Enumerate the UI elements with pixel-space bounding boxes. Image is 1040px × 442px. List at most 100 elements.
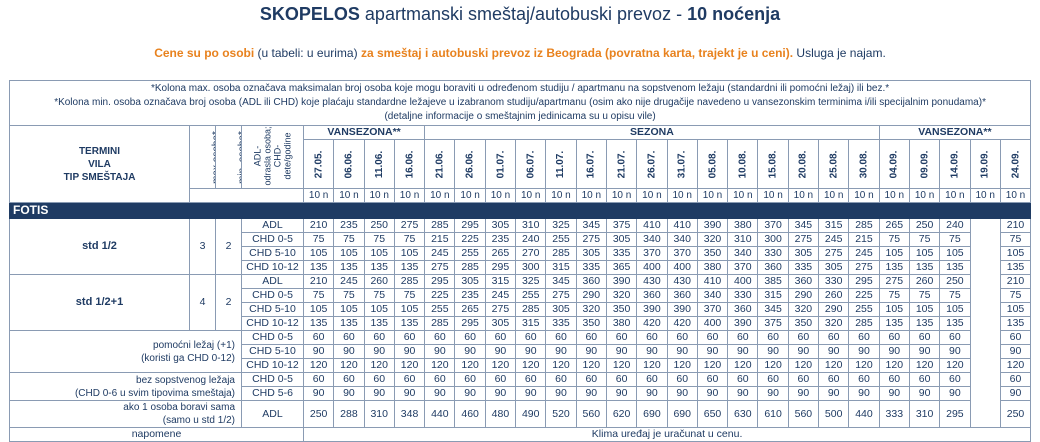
max-persons-header: max.osoba* [189, 125, 216, 189]
price-cell: 135 [393, 316, 426, 331]
price-cell: 105 [878, 246, 910, 261]
subtitle-part-4: Usluga je najam. [796, 46, 886, 60]
price-cell: 275 [787, 232, 820, 247]
price-cell: 320 [696, 232, 729, 247]
price-cell: 360 [636, 288, 668, 303]
date-header: 26.06. [454, 139, 486, 189]
extra-label: ako 1 osoba boravi sama (samo u std 1/2) [9, 400, 242, 428]
price-cell: 345 [545, 274, 577, 289]
price-cell: 210 [302, 274, 335, 289]
price-cell: 75 [363, 232, 395, 247]
price-cell: 210 [302, 218, 335, 233]
price-cell: 345 [787, 218, 820, 233]
price-cell: 60 [727, 372, 759, 387]
price-cell: 350 [605, 302, 638, 317]
price-cell: 400 [636, 260, 668, 275]
price-cell: 60 [333, 372, 365, 387]
price-cell: 305 [454, 274, 486, 289]
price-cell: 60 [393, 330, 426, 345]
price-cell: 90 [939, 386, 971, 401]
price-cell: 75 [333, 288, 365, 303]
price-cell: 265 [484, 246, 517, 261]
price-cell: 90 [484, 386, 517, 401]
extra-row: pomoćni ležaj (+1) (koristi ga CHD 0-12) C… [9, 330, 1032, 373]
price-cell: 255 [848, 302, 880, 317]
price-cell: 75 [393, 288, 426, 303]
price-cell: 500 [818, 400, 850, 428]
extra-row: ako 1 osoba boravi sama (samo u std 1/2) A… [9, 400, 1032, 428]
date-header: 19.09. [969, 139, 1001, 189]
price-cell: 135 [878, 260, 910, 275]
price-cell: 210 [999, 274, 1032, 289]
price-cell: 90 [848, 386, 880, 401]
price-cell: 75 [393, 232, 426, 247]
date-header: 21.06. [424, 139, 456, 189]
price-cell: 120 [302, 358, 335, 373]
price-cell: 360 [666, 288, 698, 303]
price-cell: 320 [575, 302, 607, 317]
person-type: CHD 10-12 [241, 260, 304, 275]
price-cell: 330 [757, 246, 789, 261]
price-cell: 75 [908, 288, 941, 303]
price-cell: 255 [515, 288, 547, 303]
price-cell: 305 [545, 302, 577, 317]
date-header: 16.07. [575, 139, 607, 189]
title-nights: 10 noćenja [687, 4, 781, 24]
price-cell: 295 [454, 218, 486, 233]
date-label: 21.06. [434, 150, 446, 178]
nights-cell: 10 n [575, 188, 607, 203]
price-cell: 330 [727, 288, 759, 303]
price-cell: 255 [424, 302, 456, 317]
price-cell: 60 [939, 330, 971, 345]
nights-cell: 10 n [333, 188, 365, 203]
price-cell: 105 [999, 246, 1032, 261]
price-cell: 90 [575, 344, 607, 359]
date-header: 21.07. [605, 139, 638, 189]
price-cell: 275 [484, 302, 517, 317]
subtitle-part-1: Cene su po osobi [154, 46, 255, 60]
person-type: CHD 5-10 [241, 302, 304, 317]
price-row: CHD 5-10 105 105 105 105 245 255 265 270 285 305 33… [10, 246, 1032, 261]
person-type: CHD 5-10 [241, 246, 304, 261]
price-cell: 60 [848, 330, 880, 345]
price-cell: 105 [363, 302, 395, 317]
price-cell: 420 [636, 316, 668, 331]
notes-cell: *Kolona max. osoba označava maksimalan b… [8, 80, 1032, 126]
price-cell: 75 [939, 232, 971, 247]
min-persons-header: min. osoba* [215, 125, 242, 189]
price-cell: 90 [424, 344, 456, 359]
price-cell: 348 [393, 400, 426, 428]
price-cell: 90 [393, 386, 426, 401]
price-cell: 90 [818, 386, 850, 401]
price-cell: 260 [818, 288, 850, 303]
nights-cell: 10 n [969, 188, 1001, 203]
price-cell: 60 [302, 330, 335, 345]
nights-cell: 10 n [727, 188, 759, 203]
nights-cell: 10 n [302, 188, 335, 203]
price-cell: 90 [908, 386, 941, 401]
person-type: CHD 5-6 [241, 386, 304, 401]
price-cell: 350 [787, 316, 820, 331]
price-cell: 75 [939, 288, 971, 303]
price-cell: 90 [757, 386, 789, 401]
price-cell: 345 [757, 302, 789, 317]
price-cell: 90 [605, 386, 638, 401]
nights-cell: 10 n [454, 188, 486, 203]
price-cell: 440 [424, 400, 456, 428]
min-persons-label: min. osoba* [236, 130, 242, 184]
price-cell: 90 [484, 344, 517, 359]
price-cell: 315 [545, 260, 577, 275]
price-cell: 60 [636, 372, 668, 387]
price-cell: 60 [333, 330, 365, 345]
price-cell: 305 [484, 218, 517, 233]
price-cell: 480 [484, 400, 517, 428]
price-cell: 75 [302, 288, 335, 303]
price-cell: 410 [636, 218, 668, 233]
price-cell: 120 [727, 358, 759, 373]
price-cell: 245 [424, 246, 456, 261]
price-cell: 60 [696, 330, 729, 345]
person-type-header: ADL-odrasla osoba; CHD-dete/godine [241, 125, 304, 189]
price-cell: 60 [757, 330, 789, 345]
extra-row: CHD 5-6 90 90 90 90 90 90 90 90 90 90 90 90 90 90 90 90 9… [10, 386, 1032, 401]
nights-cell: 10 n [757, 188, 789, 203]
